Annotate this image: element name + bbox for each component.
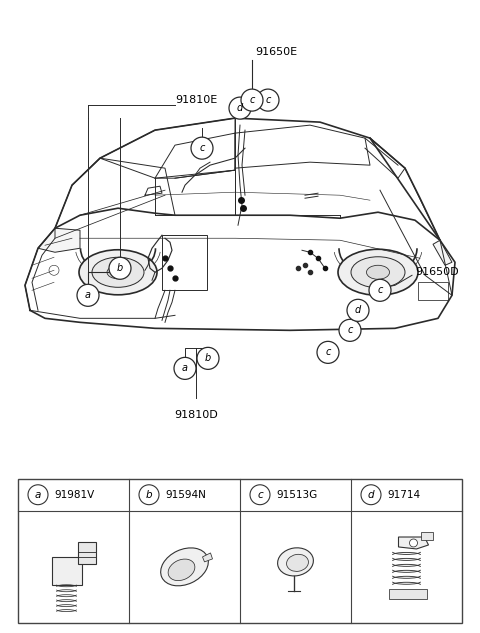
Circle shape — [109, 257, 131, 279]
Text: 91714: 91714 — [387, 490, 420, 499]
Text: c: c — [199, 143, 204, 153]
Text: c: c — [377, 285, 383, 296]
Ellipse shape — [79, 250, 157, 295]
Circle shape — [229, 97, 251, 119]
Circle shape — [174, 358, 196, 379]
Text: b: b — [146, 490, 152, 499]
Ellipse shape — [351, 257, 405, 288]
Text: 91981V: 91981V — [54, 490, 94, 499]
Ellipse shape — [287, 555, 309, 572]
Circle shape — [257, 89, 279, 111]
Bar — [18, 479, 462, 623]
Circle shape — [191, 137, 213, 159]
Text: a: a — [182, 363, 188, 373]
Circle shape — [369, 279, 391, 301]
Circle shape — [28, 485, 48, 505]
Text: b: b — [117, 263, 123, 273]
Text: d: d — [368, 490, 374, 499]
Ellipse shape — [92, 257, 144, 287]
Polygon shape — [203, 553, 213, 562]
Ellipse shape — [161, 548, 208, 586]
Ellipse shape — [277, 548, 313, 576]
Circle shape — [339, 319, 361, 341]
Text: c: c — [348, 325, 353, 335]
Text: c: c — [325, 348, 331, 358]
Polygon shape — [398, 537, 429, 549]
Text: 91650E: 91650E — [255, 47, 297, 57]
Circle shape — [347, 299, 369, 322]
Bar — [418, 282, 448, 300]
Circle shape — [317, 341, 339, 363]
Ellipse shape — [338, 249, 418, 296]
Bar — [162, 235, 207, 291]
Text: 91810E: 91810E — [175, 95, 217, 105]
Text: c: c — [265, 95, 271, 105]
Circle shape — [361, 485, 381, 505]
Text: d: d — [355, 305, 361, 315]
Circle shape — [197, 348, 219, 370]
Bar — [77, 542, 96, 564]
Text: 91810D: 91810D — [174, 410, 218, 420]
Circle shape — [241, 89, 263, 111]
Text: a: a — [35, 490, 41, 499]
Text: 91594N: 91594N — [165, 490, 206, 499]
Text: c: c — [257, 490, 263, 499]
Ellipse shape — [367, 265, 389, 279]
Polygon shape — [38, 229, 80, 253]
Text: 91513G: 91513G — [276, 490, 317, 499]
Text: b: b — [205, 353, 211, 363]
Text: 91650D: 91650D — [415, 267, 458, 277]
Ellipse shape — [168, 559, 195, 580]
Circle shape — [250, 485, 270, 505]
Circle shape — [139, 485, 159, 505]
Bar — [420, 532, 432, 540]
Bar — [388, 589, 427, 599]
Text: a: a — [85, 291, 91, 300]
Text: c: c — [249, 95, 255, 105]
Polygon shape — [433, 241, 452, 265]
Circle shape — [409, 539, 418, 547]
Ellipse shape — [107, 266, 129, 279]
Text: d: d — [237, 103, 243, 113]
Circle shape — [77, 284, 99, 306]
Bar — [51, 557, 82, 585]
